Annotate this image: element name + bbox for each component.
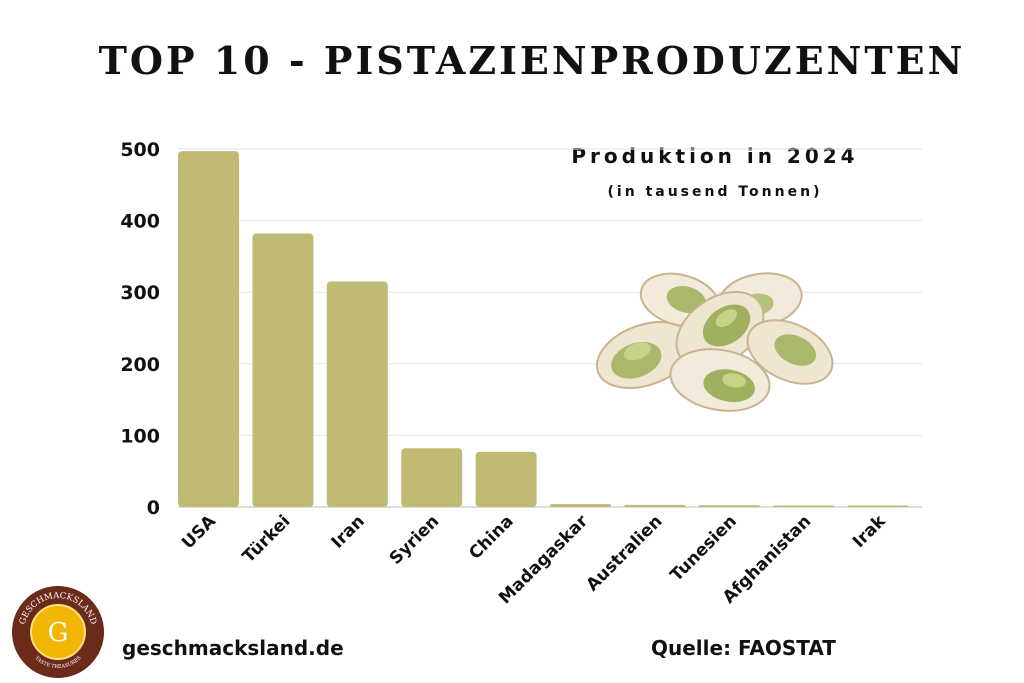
bar-china — [475, 451, 537, 507]
y-tick-label: 400 — [120, 211, 160, 233]
bar-türkei — [252, 233, 314, 507]
y-axis-ticks: 0 100 200 300 400 500 — [120, 139, 160, 519]
x-tick-label: Iran — [328, 511, 369, 552]
bar-iran — [326, 281, 388, 507]
y-tick-label: 100 — [120, 425, 160, 447]
bar-usa — [178, 151, 239, 507]
y-tick-label: 0 — [147, 497, 160, 519]
y-tick-label: 200 — [120, 354, 160, 376]
footer-website: geschmacksland.de — [122, 636, 344, 660]
geschmacksland-logo: G GESCHMACKSLAND TASTE TREASURES — [12, 586, 104, 678]
pistachio-right — [746, 319, 834, 385]
pistachio-illustration — [595, 272, 834, 412]
x-tick-label: China — [465, 511, 517, 563]
pistachio-left — [595, 321, 695, 389]
bar-syrien — [401, 448, 463, 507]
bar-australien — [624, 504, 686, 507]
bar-tunesien — [698, 505, 760, 507]
x-tick-label: USA — [178, 511, 220, 553]
footer-source: Quelle: FAOSTAT — [651, 636, 836, 660]
pistachio-center — [675, 290, 765, 370]
bar-irak — [847, 505, 909, 507]
x-tick-label: Syrien — [386, 511, 443, 568]
chart-subtitle: Produktion in 2024 — [571, 144, 859, 168]
bars — [178, 151, 909, 507]
bar-madagaskar — [550, 504, 611, 507]
chart-title: TOP 10 - PISTAZIENPRODUZENTEN — [98, 38, 966, 83]
bar-afghanistan — [773, 505, 835, 507]
x-tick-label: Irak — [849, 511, 890, 552]
pistachio-bottom — [669, 348, 771, 412]
x-tick-label: Türkei — [239, 511, 295, 567]
y-tick-label: 300 — [120, 282, 160, 304]
x-axis-ticks: USA Türkei Iran Syrien ChinaMadagaskarAustra… — [178, 511, 890, 608]
logo-letter: G — [48, 618, 69, 648]
chart-unit-label: (in tausend Tonnen) — [607, 184, 823, 200]
x-tick-label: Australien — [583, 511, 667, 595]
x-tick-label: Tunesien — [667, 511, 741, 585]
y-tick-label: 500 — [120, 139, 160, 161]
